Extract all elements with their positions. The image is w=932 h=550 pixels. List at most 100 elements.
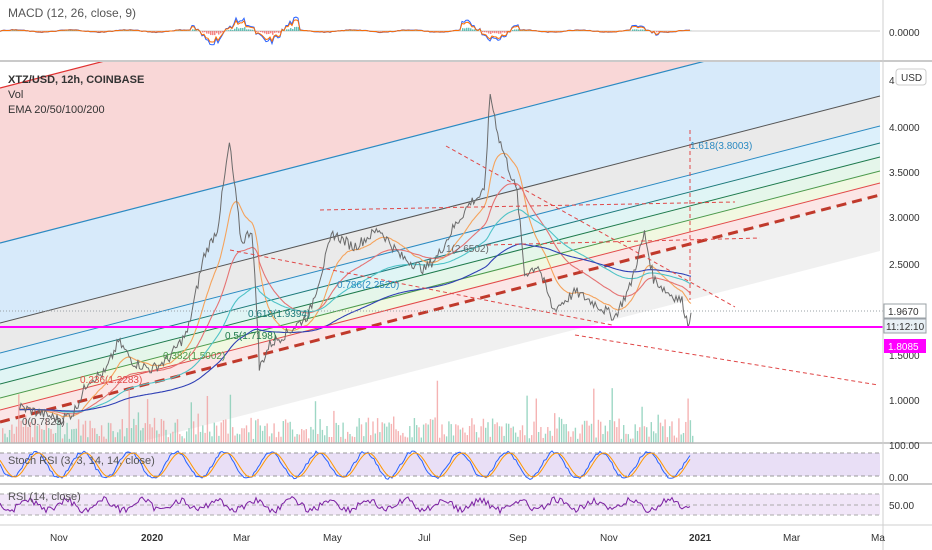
time-axis[interactable]: Nov 2020 Mar May Jul Sep Nov 2021 Mar Ma	[50, 533, 885, 544]
volume-bar	[195, 434, 197, 443]
macd-histogram-bar	[222, 31, 224, 33]
volume-bar	[427, 424, 429, 443]
volume-bar	[395, 429, 397, 443]
macd-histogram-bar	[192, 29, 194, 31]
rsi-panel: RSI (14, close) 50.00	[0, 491, 914, 516]
volume-bar	[84, 420, 87, 443]
macd-histogram-bar	[206, 31, 208, 34]
volume-bar	[82, 424, 84, 443]
price-tick-label: 1.0000	[889, 396, 920, 407]
volume-bar	[165, 429, 167, 443]
macd-histogram-bar	[500, 31, 502, 34]
volume-bar	[627, 434, 629, 443]
last-price-tag: 1.9670	[883, 303, 927, 319]
volume-bar	[600, 421, 602, 443]
volume-bar	[393, 416, 395, 443]
volume-bar	[374, 433, 376, 443]
macd-histogram-bar	[258, 31, 260, 32]
volume-bar	[273, 423, 275, 443]
volume-bar	[94, 428, 96, 443]
volume-bar	[64, 434, 66, 443]
trend-drawings	[0, 130, 883, 386]
price-axis[interactable]: 4 4.0000 3.5000 3.0000 2.5000 1.5000 1.0…	[889, 76, 920, 407]
rsi-plot	[0, 495, 691, 515]
volume-bar	[289, 421, 291, 443]
volume-bar	[623, 425, 625, 443]
volume-bar	[275, 437, 278, 443]
volume-bar	[215, 425, 218, 443]
macd-histogram-bar	[470, 28, 472, 31]
volume-bar	[524, 435, 526, 443]
level-price-tag: 1.8085	[884, 339, 926, 353]
volume-bar	[211, 436, 213, 443]
volume-bar	[156, 430, 158, 443]
volume-bar	[682, 432, 685, 443]
volume-bar	[636, 430, 639, 443]
volume-bar	[227, 433, 229, 443]
volume-bar	[133, 418, 135, 443]
macd-histogram-bar	[194, 29, 196, 31]
macd-histogram-bar	[506, 31, 508, 33]
volume-bar	[169, 433, 172, 443]
volume-bar	[386, 426, 388, 443]
volume-bar	[574, 427, 577, 443]
price-series	[19, 94, 692, 426]
volume-bar	[349, 434, 351, 443]
macd-histogram-bar	[236, 27, 238, 31]
volume-bar	[360, 424, 363, 443]
volume-bar	[61, 438, 64, 443]
volume-bar	[234, 435, 236, 443]
volume-bar	[547, 427, 549, 443]
volume-bar	[41, 429, 43, 443]
trend-line-support	[229, 249, 613, 326]
volume-bar	[602, 434, 604, 443]
volume-bar	[261, 430, 264, 443]
macd-histogram-bar	[298, 27, 300, 31]
volume-bar	[370, 435, 372, 443]
currency-button[interactable]: USD	[895, 68, 927, 86]
volume-bar	[225, 419, 227, 443]
volume-bar	[186, 431, 188, 443]
channel-band-236	[0, 182, 880, 422]
last-price-value: 1.9670	[888, 307, 919, 318]
volume-bar	[73, 428, 75, 443]
macd-histogram-bar	[226, 30, 228, 31]
volume-bar	[142, 427, 144, 443]
volume-bar	[480, 426, 482, 443]
volume-bar	[482, 418, 485, 443]
volume-bar	[397, 431, 399, 443]
volume-bar	[100, 425, 103, 443]
volume-bar	[151, 427, 153, 443]
volume-bar	[680, 434, 682, 443]
time-tick-label: Sep	[509, 533, 527, 544]
volume-bar	[197, 413, 199, 443]
stoch-d-line	[0, 452, 691, 478]
volume-bar	[420, 437, 422, 443]
stoch-rsi-panel: Stoch RSI (3, 3, 14, 14, close) 100.00 0…	[0, 441, 920, 484]
volume-bar	[183, 438, 186, 443]
volume-bar	[466, 435, 468, 443]
volume-bar	[80, 435, 82, 443]
volume-bar	[409, 426, 411, 443]
volume-bar	[98, 435, 100, 443]
macd-histogram-bar	[228, 30, 230, 31]
volume-bar	[629, 438, 632, 443]
volume-bar	[75, 428, 77, 443]
volume-bar	[268, 436, 271, 443]
volume-bar	[130, 428, 133, 443]
macd-histogram-bar	[482, 31, 484, 33]
volume-bar	[689, 420, 692, 443]
volume-bar	[604, 425, 606, 443]
macd-histogram-bar	[274, 31, 276, 33]
volume-bar	[220, 422, 222, 443]
macd-histogram-bar	[246, 29, 248, 31]
volume-bar	[542, 437, 544, 443]
volume-bar	[213, 422, 215, 443]
volume-bar	[519, 430, 521, 443]
volume-bar	[554, 413, 556, 443]
volume-bar	[450, 424, 452, 443]
volume-bar	[190, 402, 192, 443]
currency-label: USD	[901, 73, 922, 84]
volume-bar	[517, 436, 519, 443]
